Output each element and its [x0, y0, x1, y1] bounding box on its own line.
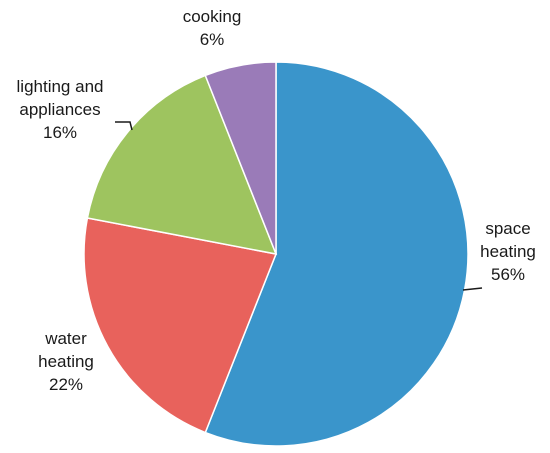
leader-line	[462, 287, 483, 291]
slice-label: cooking 6%	[183, 7, 242, 49]
pie-slice-lighting-and-appliances	[86, 74, 278, 255]
slice-percent-label: 22%	[49, 375, 83, 394]
slice-percent-label: 56%	[491, 265, 525, 284]
leader-line	[115, 121, 133, 131]
pie-slice-water-heating	[83, 217, 278, 434]
slice-label: lighting and appliances 16%	[17, 77, 104, 142]
slice-name-label: heating	[480, 242, 536, 261]
slice-label: water heating 22%	[38, 329, 94, 394]
slice-name-label: lighting and	[17, 77, 104, 96]
pie-slice-cooking	[204, 61, 277, 255]
slice-label: space heating 56%	[480, 219, 536, 284]
pie-slices	[83, 61, 469, 447]
slice-name-label: appliances	[19, 100, 100, 119]
leader-lines	[115, 121, 483, 291]
slice-labels: space heating 56% water heating 22% lighting a…	[17, 7, 536, 394]
slice-name-label: cooking	[183, 7, 242, 26]
slice-percent-label: 16%	[43, 123, 77, 142]
slice-name-label: space	[485, 219, 530, 238]
slice-percent-label: 6%	[200, 30, 225, 49]
slice-name-label: water	[44, 329, 87, 348]
slice-name-label: heating	[38, 352, 94, 371]
